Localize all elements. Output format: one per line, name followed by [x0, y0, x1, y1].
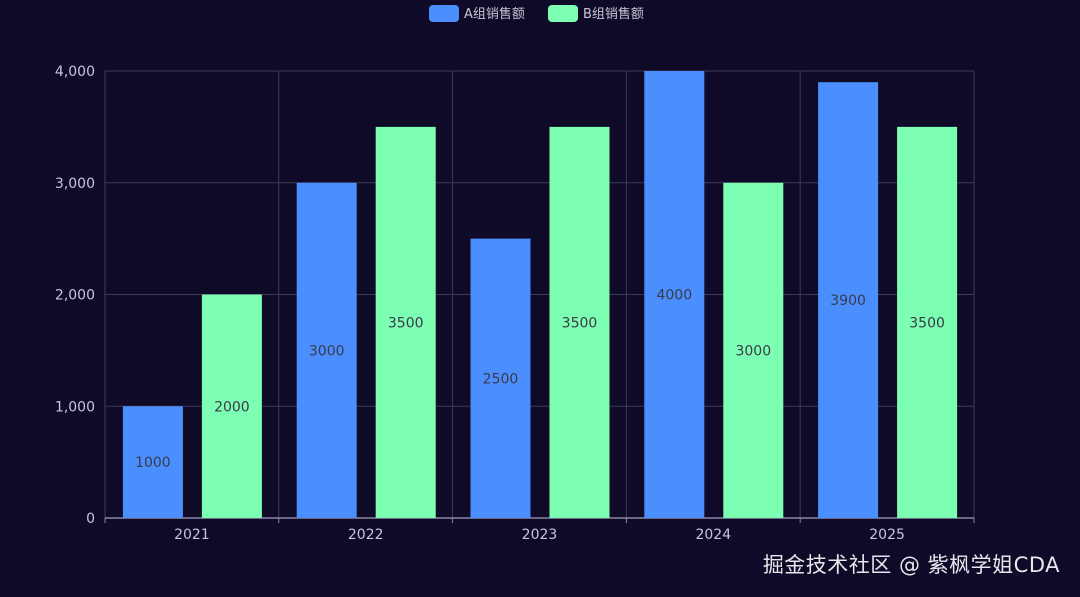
data-label: 3900 — [830, 293, 866, 309]
legend-swatch[interactable] — [429, 5, 459, 22]
x-tick-label: 2022 — [348, 527, 384, 543]
y-tick-label: 4,000 — [55, 64, 95, 80]
bar-b-2024[interactable] — [723, 182, 784, 518]
bar-a-2023[interactable] — [470, 238, 531, 518]
y-tick-label: 0 — [86, 511, 95, 527]
y-tick-label: 1,000 — [55, 399, 95, 415]
data-label: 3000 — [735, 343, 771, 359]
data-label: 1000 — [135, 455, 171, 471]
bar-a-2025[interactable] — [818, 82, 879, 519]
data-label: 4000 — [656, 288, 692, 304]
legend-label[interactable]: A组销售额 — [464, 6, 525, 22]
bar-b-2022[interactable] — [375, 126, 436, 518]
watermark-text: 掘金技术社区 @ 紫枫学姐CDA — [762, 553, 1060, 577]
x-tick-label: 2024 — [695, 527, 731, 543]
legend-label[interactable]: B组销售额 — [583, 6, 644, 22]
bar-a-2022[interactable] — [296, 182, 357, 518]
data-label: 3500 — [562, 315, 598, 331]
data-label: 3500 — [388, 315, 424, 331]
bar-b-2021[interactable] — [201, 294, 262, 519]
bar-a-2024[interactable] — [644, 71, 705, 518]
bar-a-2021[interactable] — [122, 406, 183, 518]
data-label: 2500 — [483, 371, 519, 387]
x-tick-label: 2021 — [174, 527, 210, 543]
y-tick-label: 2,000 — [55, 288, 95, 304]
data-label: 3000 — [309, 343, 345, 359]
bar-b-2023[interactable] — [549, 126, 610, 518]
x-tick-label: 2023 — [522, 527, 558, 543]
bar-b-2025[interactable] — [897, 126, 958, 518]
data-label: 3500 — [909, 315, 945, 331]
legend-swatch[interactable] — [548, 5, 578, 22]
y-tick-label: 3,000 — [55, 176, 95, 192]
x-tick-label: 2025 — [869, 527, 905, 543]
data-label: 2000 — [214, 399, 250, 415]
